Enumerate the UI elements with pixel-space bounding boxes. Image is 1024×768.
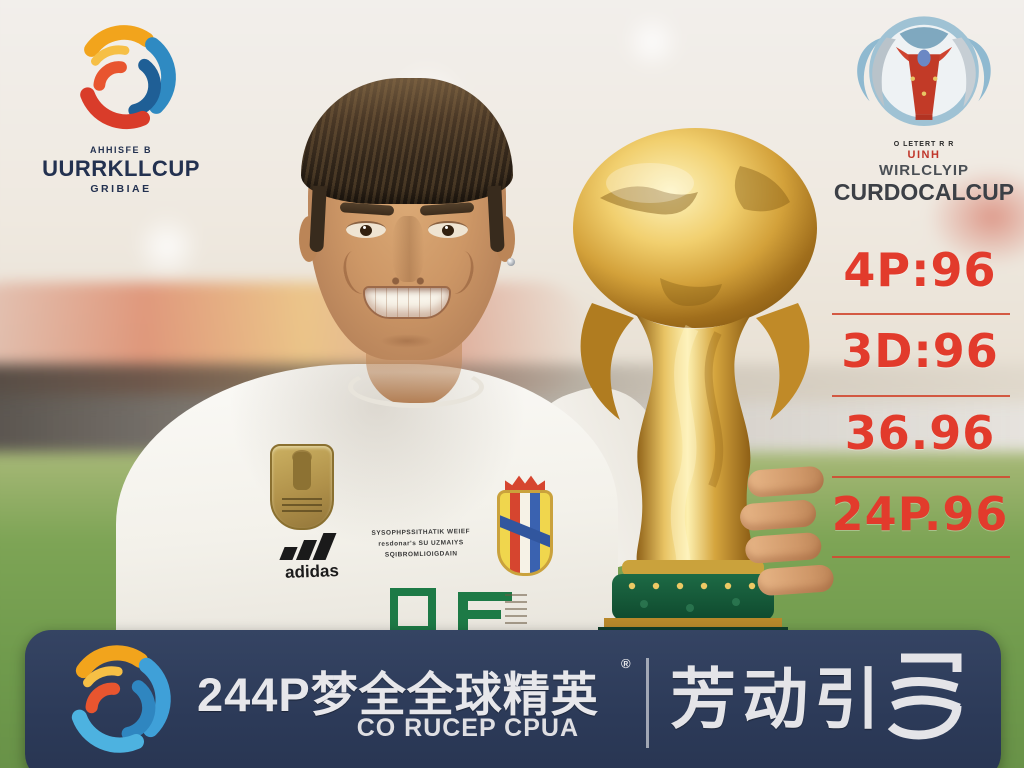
- player-head: [299, 78, 515, 360]
- adidas-stripe-icon: [279, 547, 298, 560]
- finger: [746, 465, 825, 498]
- price-divider: [832, 313, 1010, 315]
- crowd-red-blur: [927, 167, 1024, 267]
- banner-subline: CO RUCEP CPUA: [356, 714, 579, 742]
- club-crest-icon: [497, 490, 553, 576]
- price-value: 24P.96: [831, 487, 1009, 541]
- green-sponsor-letter: [458, 592, 512, 634]
- world-cup-trophy-icon: [573, 128, 817, 638]
- nose: [392, 216, 424, 282]
- price-value: 4P:96: [843, 243, 997, 297]
- price-divider: [832, 556, 1010, 558]
- top-left-subtitle: GRIBIAE: [90, 183, 152, 195]
- hand-stack-glyph-icon: [887, 653, 962, 740]
- adidas-wordmark: adidas: [284, 561, 340, 582]
- price-value: 3D:96: [841, 324, 999, 378]
- banner-divider: [646, 658, 649, 748]
- bottom-banner: 244P梦全全球精英 ® CO RUCEP CPUA 芳动引: [25, 630, 1001, 768]
- banner-headline: 244P梦全全球精英: [197, 668, 599, 721]
- top-left-tagline: AHHISFE B: [89, 145, 152, 155]
- jersey-print-text: SYSOPHPSSITHATIK WEIEF resdonar's SU UZM…: [352, 526, 491, 561]
- swirl-globe-logo-icon: [80, 25, 176, 130]
- adidas-logo: adidas: [276, 530, 348, 582]
- top-right-emblem: O LETERT R R UINH WIRLCLYIP CURDOCALCUP: [828, 12, 1020, 206]
- bokeh-light: [132, 212, 202, 282]
- emblem-tiny-text: O LETERT R R: [893, 141, 955, 148]
- registered-mark: ®: [621, 656, 631, 671]
- earring: [507, 258, 515, 266]
- trophy-emblem-icon: [857, 16, 991, 127]
- emblem-red-word: UINH: [907, 149, 941, 161]
- price-divider: [832, 476, 1010, 478]
- finger: [756, 564, 835, 597]
- nostrils: [386, 276, 430, 286]
- top-left-title: UURRKLLCUP: [42, 156, 200, 181]
- green-sponsor-letter: [390, 588, 436, 634]
- banner-right-wordmark: 芳动引: [670, 662, 886, 736]
- player-hair: [301, 78, 513, 204]
- price-value: 36.96: [844, 406, 996, 460]
- chin-shadow: [380, 334, 434, 348]
- eye: [428, 221, 468, 238]
- jersey-small-mark: [505, 594, 527, 624]
- adidas-stripe-icon: [312, 533, 337, 560]
- finger: [744, 531, 823, 565]
- emblem-line1: WIRLCLYIP: [878, 162, 970, 179]
- emblem-line2: CURDOCALCUP: [833, 179, 1015, 205]
- price-divider: [832, 395, 1010, 397]
- eye: [346, 221, 386, 238]
- gold-champions-badge-icon: [270, 444, 334, 530]
- smiling-mouth: [363, 286, 451, 319]
- top-left-logo: AHHISFE B UURRKLLCUP GRIBIAE: [28, 20, 214, 195]
- finger: [739, 499, 817, 532]
- jersey-collar: [348, 366, 484, 408]
- bokeh-light: [622, 12, 682, 72]
- swirl-globe-logo-icon: [71, 645, 171, 753]
